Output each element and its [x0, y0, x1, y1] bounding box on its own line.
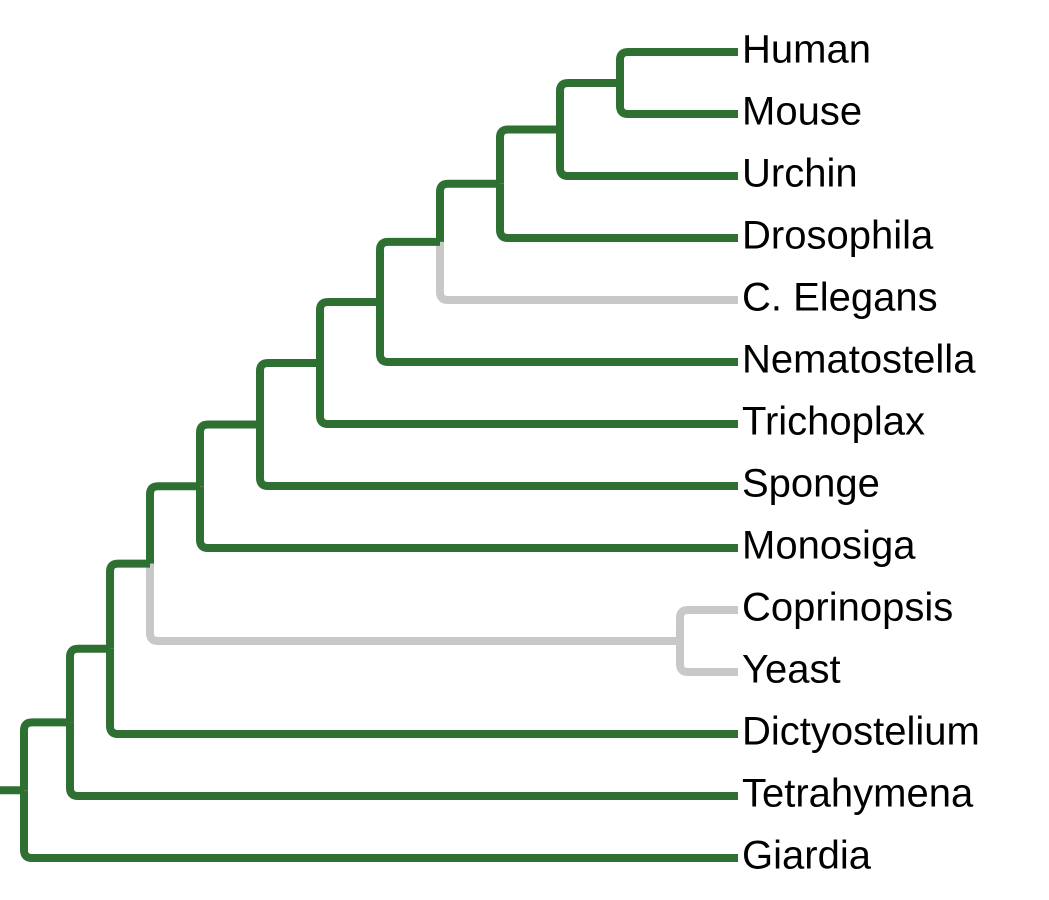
- label-sponge: Sponge: [742, 462, 880, 506]
- edge-n_hmu-urchin: [560, 130, 720, 177]
- label-monosiga: Monosiga: [742, 524, 916, 568]
- edge-n_fungi-coprinopsis: [680, 610, 720, 641]
- edge-n_euk1-n_amor: [70, 649, 110, 723]
- label-drosophila: Drosophila: [742, 214, 934, 258]
- label-trichoplax: Trichoplax: [742, 400, 925, 444]
- edge-n_amor-n_opis: [110, 564, 150, 649]
- edge-n_opis-n_holo: [150, 486, 200, 563]
- label-nematostella: Nematostella: [742, 338, 976, 382]
- edge-n_eumet-nematostella: [380, 302, 720, 362]
- edge-n_fungi-yeast: [680, 641, 720, 672]
- edge-n_met1-n_eumet: [320, 302, 380, 363]
- edge-n_eumet-n_bilat: [380, 242, 440, 302]
- edge-n_bilat-celegans: [440, 242, 720, 300]
- label-dictyostelium: Dictyostelium: [742, 710, 980, 754]
- label-yeast: Yeast: [742, 648, 841, 692]
- edge-n_bilat-n_hmud: [440, 184, 500, 242]
- edge-n_hm-human: [620, 52, 720, 83]
- edge-n_met2-sponge: [260, 424, 720, 486]
- edge-root-giardia: [24, 790, 720, 858]
- edge-n_hm-mouse: [620, 83, 720, 114]
- label-human: Human: [742, 28, 871, 72]
- label-giardia: Giardia: [742, 834, 872, 878]
- phylogenetic-tree: Human Mouse Urchin Drosophila C. Elegans Nema…: [0, 0, 1049, 900]
- label-mouse: Mouse: [742, 90, 862, 134]
- edge-n_hmud-drosophila: [500, 184, 720, 238]
- edge-root-n_euk1: [24, 722, 70, 790]
- edge-n_amor-dictyostelium: [110, 649, 720, 734]
- edge-n_holo-monosiga: [200, 486, 720, 548]
- edge-n_opis-n_fungi: [150, 564, 680, 641]
- label-coprinopsis: Coprinopsis: [742, 586, 953, 630]
- label-urchin: Urchin: [742, 152, 858, 196]
- edge-n_met1-trichoplax: [320, 363, 720, 424]
- edge-n_holo-n_met2: [200, 424, 260, 486]
- edge-n_hmud-n_hmu: [500, 130, 560, 184]
- edge-n_hmu-n_hm: [560, 83, 620, 130]
- label-celegans: C. Elegans: [742, 276, 938, 320]
- label-tetrahymena: Tetrahymena: [742, 772, 974, 816]
- edge-n_met2-n_met1: [260, 363, 320, 425]
